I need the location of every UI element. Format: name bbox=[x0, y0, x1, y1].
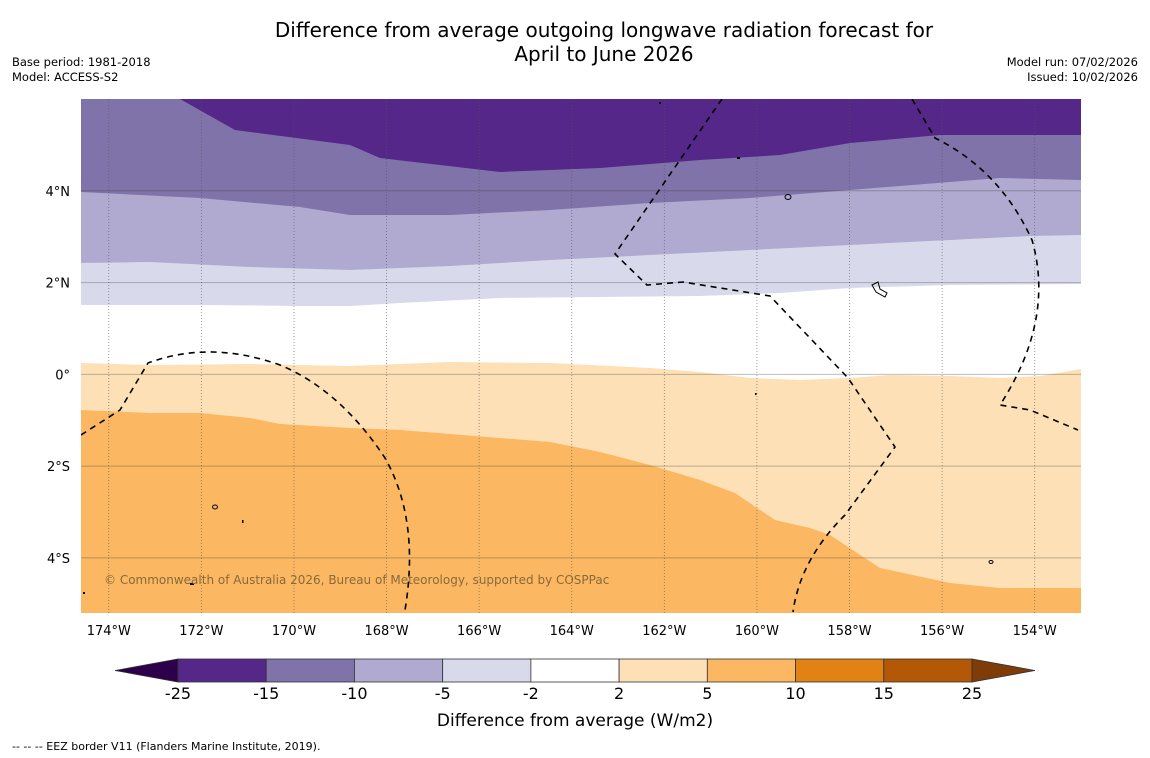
colorbar-tick-label: 5 bbox=[702, 684, 712, 703]
island-dot bbox=[755, 393, 757, 395]
meta-left: Base period: 1981-2018 Model: ACCESS-S2 bbox=[12, 55, 151, 85]
longitude-tick-label: 164°W bbox=[550, 624, 594, 639]
eez-border-line bbox=[81, 351, 411, 611]
longitude-tick-label: 172°W bbox=[179, 624, 223, 639]
latitude-tick-label: 2°N bbox=[46, 277, 71, 292]
meta-right: Model run: 07/02/2026 Issued: 10/02/2026 bbox=[1007, 55, 1138, 85]
latitude-tick-label: 0° bbox=[55, 368, 70, 383]
colorbar-tick-label: -25 bbox=[165, 684, 191, 703]
colorbar-segment bbox=[177, 658, 267, 683]
island-dot bbox=[659, 102, 661, 104]
model-run-date: Model run: 07/02/2026 bbox=[1006, 55, 1138, 69]
colorbar-tick-label: 2 bbox=[614, 684, 624, 703]
colorbar-tick-label: -2 bbox=[523, 684, 539, 703]
longitude-tick-label: 156°W bbox=[920, 624, 964, 639]
colorbar-under-arrow bbox=[114, 658, 179, 683]
colorbar-segment bbox=[265, 658, 355, 683]
colorbar-tick-label: -15 bbox=[253, 684, 279, 703]
base-period: Base period: 1981-2018 bbox=[12, 55, 151, 69]
colorbar-segment bbox=[883, 658, 973, 683]
latitude-labels: 4°N 2°N 0° 2°S 4°S bbox=[46, 185, 71, 567]
colorbar-segment bbox=[795, 658, 885, 683]
island-shape bbox=[212, 504, 218, 510]
latitude-tick-label: 4°N bbox=[46, 185, 71, 200]
island-shape bbox=[784, 194, 792, 200]
eez-borders bbox=[81, 99, 1079, 613]
longitude-tick-label: 162°W bbox=[642, 624, 686, 639]
colorbar-label: Difference from average (W/m2) bbox=[437, 711, 713, 731]
colorbar-tick-label: 15 bbox=[874, 684, 894, 703]
island-dot bbox=[83, 592, 85, 594]
colorbar-segment bbox=[442, 658, 532, 683]
latitude-tick-label: 4°S bbox=[47, 552, 70, 567]
island-dot bbox=[242, 520, 244, 523]
eez-border-line bbox=[613, 99, 896, 613]
graticule bbox=[81, 99, 1081, 613]
colorbar-tick-label: -5 bbox=[435, 684, 451, 703]
copyright-text: © Commonwealth of Australia 2026, Bureau… bbox=[104, 573, 609, 587]
band-pos-5-10 bbox=[81, 410, 1081, 613]
issued-date: Issued: 10/02/2026 bbox=[1027, 70, 1138, 84]
colorbar-over-arrow bbox=[971, 658, 1036, 683]
colorbar: -25 -15 -10 -5 -2 2 5 10 15 25 bbox=[114, 658, 1036, 703]
colorbar-segment bbox=[618, 658, 708, 683]
longitude-tick-label: 166°W bbox=[457, 624, 501, 639]
colorbar-tick-label: 25 bbox=[962, 684, 982, 703]
chart-title: Difference from average outgoing longwav… bbox=[0, 18, 1150, 66]
longitude-tick-label: 170°W bbox=[272, 624, 316, 639]
model-name: Model: ACCESS-S2 bbox=[12, 70, 119, 84]
colorbar-tick-label: -10 bbox=[341, 684, 367, 703]
longitude-tick-label: 168°W bbox=[364, 624, 408, 639]
longitude-labels: 174°W 172°W 170°W 168°W 166°W 164°W 162°W 160°W… bbox=[87, 624, 1057, 639]
island-shape bbox=[988, 560, 994, 564]
longitude-tick-label: 174°W bbox=[87, 624, 131, 639]
map-area: © Commonwealth of Australia 2026, Bureau… bbox=[81, 99, 1081, 613]
title-line-1: Difference from average outgoing longwav… bbox=[274, 18, 934, 42]
longitude-tick-label: 154°W bbox=[1013, 624, 1057, 639]
colorbar-segment bbox=[530, 658, 620, 683]
colorbar-segment bbox=[354, 658, 444, 683]
longitude-tick-label: 158°W bbox=[827, 624, 871, 639]
islands bbox=[212, 194, 994, 564]
colorbar-tick-label: 10 bbox=[785, 684, 805, 703]
colorbar-segment bbox=[706, 658, 796, 683]
eez-border-line bbox=[911, 99, 1079, 431]
island-dot bbox=[737, 157, 740, 159]
latitude-tick-label: 2°S bbox=[47, 460, 70, 475]
eez-footnote: -- -- -- EEZ border V11 (Flanders Marine… bbox=[12, 740, 321, 753]
title-line-2: April to June 2026 bbox=[514, 42, 694, 66]
island-dots bbox=[83, 102, 757, 594]
island-dot bbox=[190, 583, 194, 585]
island-shape bbox=[871, 281, 888, 298]
longitude-tick-label: 160°W bbox=[735, 624, 779, 639]
